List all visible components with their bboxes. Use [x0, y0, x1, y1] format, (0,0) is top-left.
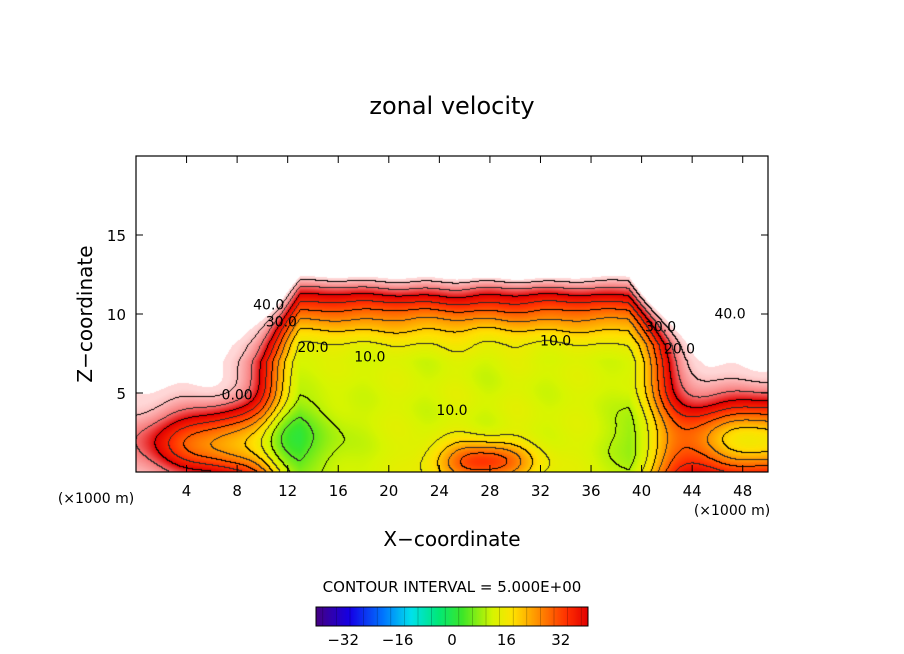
plot-area: 40.030.020.010.00.0010.010.030.020.040.0… [107, 155, 769, 500]
colorbar-tick-label-1: −16 [382, 631, 414, 649]
x-tick-label-4: 20 [379, 482, 398, 500]
colorbar-tick-label-3: 16 [497, 631, 516, 649]
chart-title: zonal velocity [369, 92, 534, 120]
contour-label-9: 40.0 [714, 307, 745, 323]
x-tick-label-6: 28 [480, 482, 499, 500]
contour-label-6: 10.0 [540, 334, 571, 350]
x-axis-label: X−coordinate [383, 527, 520, 551]
colorbar-ticks: −32 −16 0 16 32 [322, 607, 582, 649]
contour-label-7: 30.0 [645, 319, 676, 335]
x-tick-label-2: 12 [278, 482, 297, 500]
y-axis-label: Z−coordinate [73, 245, 97, 382]
contour-interval-text: CONTOUR INTERVAL = 5.000E+00 [323, 578, 582, 596]
contour-label-2: 20.0 [297, 340, 328, 356]
x-tick-label-3: 16 [329, 482, 348, 500]
x-tick-label-1: 8 [232, 482, 242, 500]
colorbar-tick-label-4: 32 [551, 631, 570, 649]
x-tick-label-9: 40 [632, 482, 651, 500]
x-tick-label-0: 4 [182, 482, 192, 500]
y-tick-label-0: 5 [116, 385, 126, 403]
x-tick-label-11: 48 [733, 482, 752, 500]
y-tick-label-1: 10 [107, 306, 126, 324]
contour-label-4: 0.00 [222, 387, 253, 403]
x-units-left: (×1000 m) [58, 491, 134, 507]
x-tick-label-10: 44 [683, 482, 702, 500]
contour-label-5: 10.0 [436, 403, 467, 419]
colorbar: −32 −16 0 16 32 [315, 606, 589, 649]
colorbar-tick-label-0: −32 [327, 631, 359, 649]
y-tick-label-2: 15 [107, 227, 126, 245]
colorbar-tick-label-2: 0 [447, 631, 457, 649]
contour-label-3: 10.0 [354, 349, 385, 365]
colorbar-gradient [316, 607, 588, 626]
colorbar-frame [315, 606, 589, 627]
contour-label-8: 20.0 [664, 342, 695, 358]
x-tick-label-8: 36 [581, 482, 600, 500]
contour-label-0: 40.0 [253, 297, 284, 313]
contour-label-1: 30.0 [266, 315, 297, 331]
x-tick-label-5: 24 [430, 482, 449, 500]
x-tick-label-7: 32 [531, 482, 550, 500]
velocity-field-image [136, 156, 768, 472]
x-units-right: (×1000 m) [694, 503, 770, 519]
